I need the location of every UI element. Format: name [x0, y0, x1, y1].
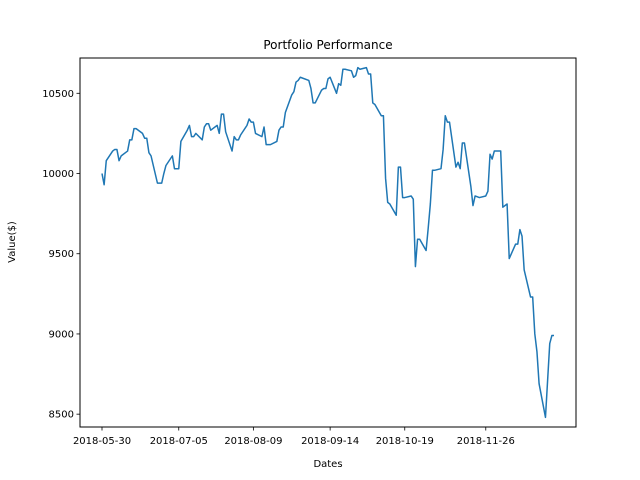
y-tick-label: 8500: [49, 410, 74, 421]
y-tick-label: 9500: [49, 249, 74, 260]
y-tick-label: 9000: [49, 329, 74, 340]
y-axis: 8500 9000 9500 10000 10500: [42, 89, 80, 421]
y-tick-label: 10000: [42, 169, 74, 180]
x-tick-label: 2018-08-09: [224, 436, 282, 447]
y-axis-title: Value($): [7, 221, 18, 263]
x-tick-label: 2018-09-14: [301, 436, 359, 447]
plot-frame: [79, 57, 577, 428]
x-tick-label: 2018-10-19: [376, 436, 434, 447]
chart-title: Portfolio Performance: [263, 38, 392, 52]
y-tick-label: 10500: [42, 89, 74, 100]
x-axis: 2018-05-30 2018-07-05 2018-08-09 2018-09-14…: [73, 427, 515, 447]
x-tick-label: 2018-05-30: [73, 436, 131, 447]
plot-area: [101, 66, 554, 419]
x-tick-label: 2018-07-05: [150, 436, 208, 447]
x-axis-title: Dates: [313, 459, 342, 470]
portfolio-value-line: [101, 66, 554, 419]
x-tick-label: 2018-11-26: [457, 436, 515, 447]
